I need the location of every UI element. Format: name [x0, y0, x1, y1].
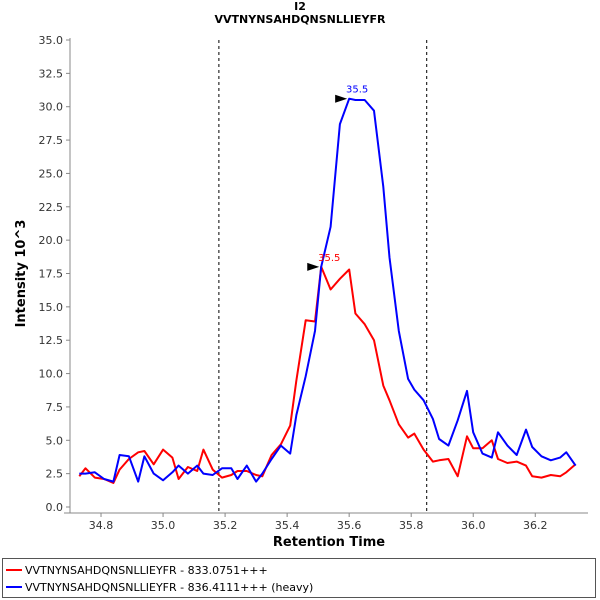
y-tick-label: 35.0 [39, 34, 64, 47]
peak-marker-icon [307, 262, 320, 271]
peak-label: 35.5 [318, 253, 340, 264]
x-tick-label: 35.8 [399, 519, 424, 532]
integration-boundaries [218, 40, 428, 513]
peak-marker-icon [335, 94, 348, 103]
y-tick-label: 2.5 [46, 468, 64, 481]
y-tick-label: 5.0 [46, 434, 64, 447]
peak-label: 35.5 [346, 85, 368, 96]
x-tick-label: 35.4 [275, 519, 300, 532]
x-tick-label: 34.8 [89, 519, 114, 532]
legend-item-light[interactable]: VVTNYNSAHDQNSNLLIEYFR - 833.0751+++ [6, 562, 268, 578]
x-axis-label: Retention Time [273, 535, 385, 550]
x-tick-label: 36.2 [523, 519, 548, 532]
legend-label: VVTNYNSAHDQNSNLLIEYFR - 833.0751+++ [25, 563, 268, 577]
x-tick-label: 35.2 [213, 519, 238, 532]
series-line-light [78, 265, 577, 484]
y-tick-label: 27.5 [39, 134, 64, 147]
legend: VVTNYNSAHDQNSNLLIEYFR - 833.0751+++ VVTN… [2, 558, 596, 598]
x-tick-label: 35.0 [151, 519, 176, 532]
y-tick-label: 32.5 [39, 67, 64, 80]
y-tick-label: 0.0 [46, 501, 64, 514]
chart-subtitle: VVTNYNSAHDQNSNLLIEYFR [214, 13, 386, 26]
x-tick-label: 35.6 [337, 519, 362, 532]
legend-label: VVTNYNSAHDQNSNLLIEYFR - 836.4111+++ (hea… [25, 580, 314, 594]
series-line-heavy [79, 97, 577, 483]
y-axis-label: Intensity 10^3 [14, 220, 29, 328]
y-tick-label: 12.5 [39, 334, 64, 347]
y-tick-label: 30.0 [39, 101, 64, 114]
y-tick-label: 7.5 [46, 401, 64, 414]
legend-swatch-red [6, 569, 22, 571]
y-tick-label: 17.5 [39, 268, 64, 281]
chart-title: I2 [294, 0, 306, 13]
chromatogram-plot: 0.0 2.5 5.0 7.5 10.0 12.5 15.0 17.5 20.0 22.5 25.0… [14, 34, 588, 550]
y-tick-label: 15.0 [39, 301, 64, 314]
x-tick-label: 36.0 [461, 519, 486, 532]
y-tick-label: 20.0 [39, 234, 64, 247]
y-tick-label: 25.0 [39, 167, 64, 180]
series-group [78, 97, 577, 484]
legend-swatch-blue [6, 586, 22, 588]
y-tick-label: 22.5 [39, 201, 64, 214]
y-tick-label: 10.0 [39, 368, 64, 381]
legend-item-heavy[interactable]: VVTNYNSAHDQNSNLLIEYFR - 836.4111+++ (hea… [6, 579, 313, 595]
axes: 0.0 2.5 5.0 7.5 10.0 12.5 15.0 17.5 20.0 22.5 25.0… [39, 34, 588, 532]
peak-annotations: 35.5 35.5 [307, 85, 368, 271]
